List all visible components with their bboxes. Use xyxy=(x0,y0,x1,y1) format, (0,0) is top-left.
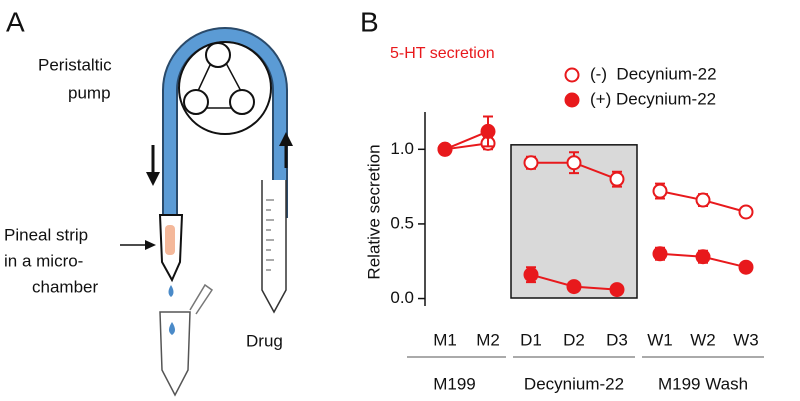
x-tick-label: W3 xyxy=(733,330,759,349)
legend-marker xyxy=(564,67,580,83)
pointer-head xyxy=(145,240,156,250)
pineal-strip xyxy=(165,225,175,255)
y-axis-label: Relative secretion xyxy=(364,144,383,279)
point xyxy=(523,155,539,171)
point xyxy=(738,259,754,275)
graduations xyxy=(266,199,274,271)
group-label: M199 xyxy=(433,374,476,393)
roller xyxy=(183,89,209,115)
drug-tube xyxy=(261,180,287,314)
point xyxy=(609,282,625,298)
x-tick-label: D1 xyxy=(520,330,542,349)
x-tick-label: M1 xyxy=(433,330,457,349)
point xyxy=(480,123,496,139)
roller xyxy=(229,89,255,115)
y-tick-label: 0.0 xyxy=(390,288,414,307)
legend-marker xyxy=(564,92,580,108)
legend-label: (-) Decynium-22 xyxy=(590,64,717,83)
panel-label: B xyxy=(360,6,379,37)
panel-label: A xyxy=(6,6,25,37)
tube xyxy=(164,29,286,218)
drop xyxy=(169,322,175,335)
panel-a: A Peristaltic pump Pineal strip in a mic… xyxy=(4,6,293,397)
x-tick-label: M2 xyxy=(476,330,500,349)
series-line xyxy=(444,130,489,151)
chamber-label: Pineal strip xyxy=(4,225,88,244)
x-tick-label: W2 xyxy=(690,330,716,349)
roller xyxy=(205,42,231,68)
arrow-head xyxy=(146,172,160,186)
point xyxy=(566,155,582,171)
pump-frame xyxy=(188,46,252,109)
y-tick-label: 0.5 xyxy=(390,213,414,232)
point xyxy=(437,141,453,157)
legend-label: (+) Decynium-22 xyxy=(590,89,716,108)
x-tick-label: D3 xyxy=(606,330,628,349)
group-label: M199 Wash xyxy=(658,374,748,393)
pump-label: pump xyxy=(68,83,111,102)
drug-label: Drug xyxy=(246,331,283,350)
point xyxy=(523,267,539,283)
point xyxy=(652,183,668,199)
x-tick-label: W1 xyxy=(647,330,673,349)
point xyxy=(652,246,668,262)
group-label: Decynium-22 xyxy=(524,374,624,393)
point xyxy=(566,279,582,295)
x-tick-label: D2 xyxy=(563,330,585,349)
drop xyxy=(168,285,174,297)
point xyxy=(695,192,711,208)
point xyxy=(609,171,625,187)
tube-lid xyxy=(189,283,214,315)
collection-tube xyxy=(159,311,191,397)
chamber-label: in a micro- xyxy=(4,251,83,270)
pump-label: Peristaltic xyxy=(38,55,112,74)
chamber-label: chamber xyxy=(32,277,98,296)
arrow-head xyxy=(279,132,293,146)
point xyxy=(695,249,711,265)
panel-b: B 5-HT secretion Relative secretion 0.0 0… xyxy=(360,6,764,393)
chart-title: 5-HT secretion xyxy=(390,45,495,62)
y-tick-label: 1.0 xyxy=(390,139,414,158)
point xyxy=(738,204,754,220)
